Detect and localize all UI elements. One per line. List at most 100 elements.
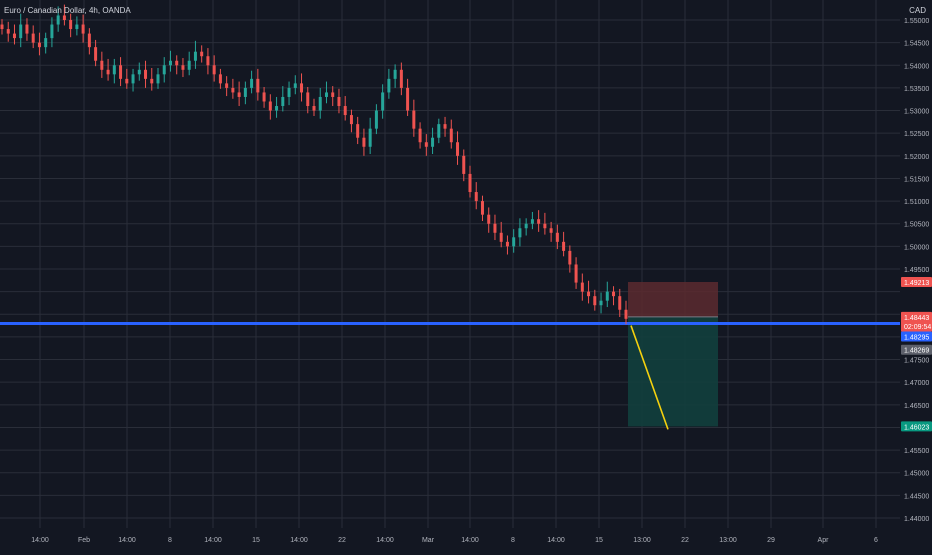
time-scale-canvas[interactable]: 14:00 Feb 14:00 8 14:00 15 14:00 22 14:00 Mar 14:0… (0, 528, 932, 550)
candle-body (262, 92, 266, 102)
candle-body (87, 33, 91, 48)
candle-body (574, 264, 578, 283)
candle (256, 68, 260, 101)
candle (137, 62, 141, 81)
candle-body (112, 65, 116, 75)
candle (399, 62, 403, 96)
candle (468, 165, 472, 198)
candle (69, 13, 73, 38)
candle-body (412, 110, 416, 129)
price-tick-label: 1.47000 (904, 380, 929, 387)
candle-body (431, 137, 435, 147)
candle-body (356, 124, 360, 138)
candle-body (250, 78, 254, 88)
price-tick-label: 1.53000 (904, 109, 929, 116)
candle (312, 98, 316, 116)
candle-body (593, 296, 597, 306)
trend-line-layer[interactable] (630, 325, 669, 430)
candle-body (306, 92, 310, 107)
take-profit-zone (628, 316, 718, 427)
candle (374, 104, 378, 135)
candle (243, 81, 247, 105)
time-tick-label: Apr (818, 537, 830, 544)
chart-area[interactable]: Euro / Canadian Dollar, 4h, OANDA (0, 0, 900, 528)
candle-body (81, 24, 85, 34)
candle-body (362, 137, 366, 147)
candle (387, 68, 391, 99)
candle (406, 78, 410, 116)
candle-body (268, 101, 272, 111)
candle (44, 32, 48, 54)
symbol-name: Euro / Canadian Dollar (4, 6, 85, 15)
candle-body (0, 24, 4, 30)
candle (362, 128, 366, 156)
candle (300, 73, 304, 102)
stop-loss-zone (628, 281, 718, 317)
stop-loss-price-badge (901, 276, 932, 287)
candle-body (100, 60, 104, 70)
candle-body (193, 51, 197, 61)
time-tick-label: 6 (874, 537, 878, 544)
time-tick-label: 15 (595, 537, 603, 544)
symbol-legend[interactable]: Euro / Canadian Dollar, 4h, OANDA (4, 6, 131, 15)
price-tick-label: 1.50000 (904, 244, 929, 251)
price-scale-canvas[interactable]: 1.55000 1.54500 1.54000 1.53500 1.53000 1.525… (900, 0, 932, 528)
candle (499, 221, 503, 248)
candle-body (487, 214, 491, 224)
take-profit-price-badge (901, 421, 932, 432)
candle-body (480, 201, 484, 215)
candle (568, 245, 572, 273)
candle-body (287, 87, 291, 97)
exchange: OANDA (102, 6, 131, 15)
candle-body (318, 96, 322, 111)
candle-body (406, 87, 410, 111)
candle-body (275, 106, 279, 111)
time-scale[interactable]: 14:00 Feb 14:00 8 14:00 15 14:00 22 14:00 Mar 14:0… (0, 528, 932, 550)
candle (562, 231, 566, 257)
candle (318, 87, 322, 119)
candle (268, 94, 272, 120)
chart-canvas[interactable] (0, 0, 900, 528)
candle (94, 39, 98, 67)
price-tick-label: 1.44000 (904, 516, 929, 523)
candle (200, 45, 204, 63)
candle (618, 288, 622, 317)
candle-body (374, 110, 378, 129)
candle (524, 218, 528, 236)
time-tick-label: 13:00 (633, 537, 651, 544)
price-tick-label: 1.46500 (904, 403, 929, 410)
candle-body (293, 83, 297, 88)
candle-body (218, 74, 222, 84)
candle (518, 218, 522, 247)
candle (324, 81, 328, 104)
candle-body (518, 228, 522, 238)
candle-body (456, 142, 460, 156)
candle-body (37, 42, 41, 48)
candle (112, 58, 116, 84)
candle-body (212, 65, 216, 75)
candle (431, 127, 435, 155)
candle (168, 50, 172, 72)
candle-body (243, 87, 247, 97)
candle-body (225, 83, 229, 88)
candle-body (12, 33, 16, 39)
price-tick-label: 1.49500 (904, 267, 929, 274)
position-zones[interactable] (628, 281, 718, 427)
time-tick-label: 8 (168, 537, 172, 544)
candle-body (50, 24, 54, 39)
candle-body (62, 15, 66, 20)
candle (306, 87, 310, 114)
candle-body (324, 92, 328, 97)
candle (119, 57, 123, 87)
candle (237, 81, 241, 107)
candle-body (612, 291, 616, 297)
price-scale[interactable]: 1.55000 1.54500 1.54000 1.53500 1.53000 1.525… (900, 0, 932, 528)
candle-body (69, 20, 73, 30)
time-tick-label: 14:00 (461, 537, 479, 544)
candle (156, 67, 160, 89)
candle-body (587, 291, 591, 297)
time-tick-label: 22 (681, 537, 689, 544)
candle (574, 257, 578, 289)
candle (424, 134, 428, 156)
candle-body (119, 65, 123, 79)
